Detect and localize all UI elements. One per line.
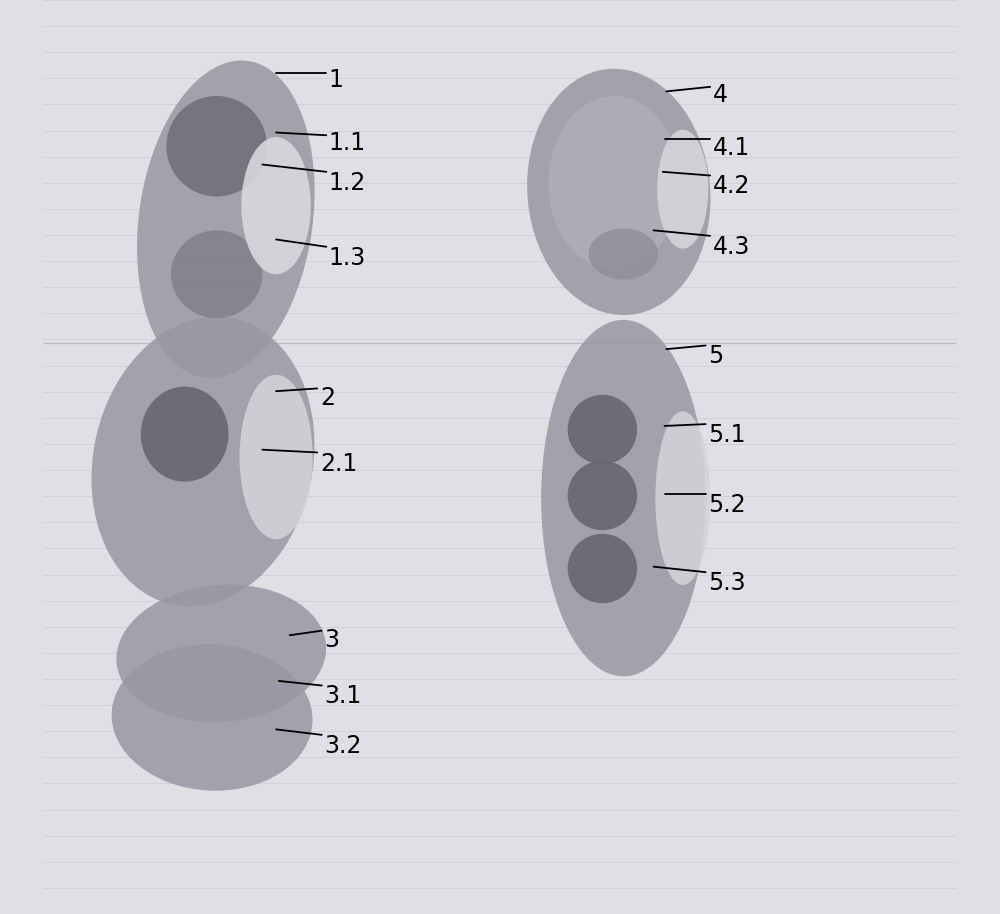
Text: 4.3: 4.3	[713, 235, 750, 259]
Ellipse shape	[541, 320, 706, 676]
Text: 3.1: 3.1	[325, 685, 362, 708]
Text: 3: 3	[325, 628, 340, 652]
Text: 5.1: 5.1	[708, 423, 746, 447]
Ellipse shape	[568, 395, 637, 464]
Ellipse shape	[655, 411, 710, 585]
Text: 3.2: 3.2	[325, 734, 362, 758]
Ellipse shape	[137, 60, 315, 378]
Ellipse shape	[116, 585, 326, 722]
Text: 4: 4	[713, 83, 728, 107]
Ellipse shape	[568, 534, 637, 603]
Ellipse shape	[241, 137, 311, 274]
Ellipse shape	[548, 96, 680, 270]
Ellipse shape	[527, 69, 711, 315]
Text: 2.1: 2.1	[320, 452, 357, 476]
Text: 5.2: 5.2	[708, 493, 746, 516]
Text: 1.3: 1.3	[328, 246, 365, 270]
Ellipse shape	[112, 644, 313, 791]
Ellipse shape	[166, 96, 267, 197]
Ellipse shape	[568, 461, 637, 530]
Text: 1: 1	[328, 69, 343, 92]
Ellipse shape	[657, 130, 708, 249]
Text: 2: 2	[320, 386, 335, 409]
Ellipse shape	[91, 317, 314, 606]
Text: 1.1: 1.1	[328, 132, 365, 155]
Text: 5: 5	[708, 345, 724, 368]
Text: 4.1: 4.1	[713, 136, 750, 160]
Ellipse shape	[240, 375, 313, 539]
Text: 4.2: 4.2	[713, 175, 750, 198]
Text: 5.3: 5.3	[708, 571, 746, 595]
Text: 1.2: 1.2	[328, 171, 365, 195]
Ellipse shape	[589, 228, 658, 280]
Ellipse shape	[171, 230, 262, 318]
Ellipse shape	[141, 387, 229, 482]
